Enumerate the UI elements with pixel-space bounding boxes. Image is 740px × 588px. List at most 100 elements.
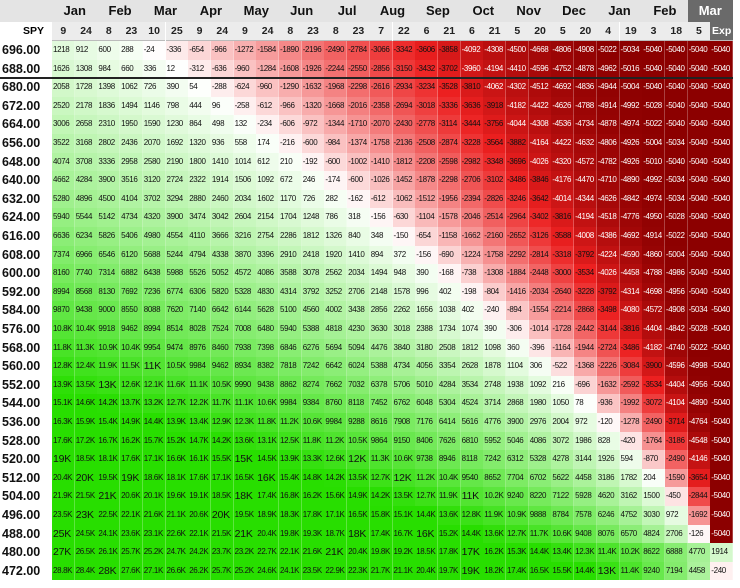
pnl-cell: -600 (347, 171, 371, 190)
pnl-cell: 6276 (301, 338, 325, 358)
pnl-cell: 9240 (506, 487, 530, 506)
day-header: 9 (233, 22, 257, 41)
pnl-cell: 2508 (437, 338, 461, 358)
pnl-cell: 11.7K (210, 394, 234, 413)
day-header: 24 (256, 22, 279, 41)
pnl-cell: 15.3K (506, 543, 530, 562)
pnl-cell: 15.1K (392, 506, 416, 525)
pnl-cell: 5280 (52, 189, 76, 209)
pnl-cell: 17.1K (324, 506, 348, 525)
pnl-cell: -1344 (324, 115, 348, 134)
pnl-cell: 13.7K (120, 394, 144, 413)
pnl-cell: -3444 (460, 115, 484, 134)
pnl-cell: 9984 (279, 394, 303, 413)
pnl-cell: -5040 (710, 413, 734, 432)
pnl-cell: -5040 (710, 506, 734, 525)
day-header: 22 (392, 22, 416, 41)
pnl-cell: 19K (52, 450, 76, 469)
pnl-cell: -696 (574, 375, 598, 395)
pnl-cell: 14.2K (97, 394, 121, 413)
pnl-cell: 18.1K (165, 468, 189, 488)
strike-label: 528.00 (2, 433, 41, 448)
pnl-cell: 4086 (528, 431, 552, 451)
pnl-cell: -5022 (687, 338, 711, 358)
pnl-cell: 16.7K (97, 431, 121, 451)
pnl-cell: 1506 (233, 171, 257, 190)
pnl-cell: 216 (551, 375, 575, 395)
pnl-cell: -4404 (664, 375, 688, 395)
day-header: 5 (506, 22, 529, 41)
pnl-cell: 5094 (347, 338, 371, 358)
pnl-cell: -2784 (347, 41, 371, 60)
pnl-cell: 3438 (347, 301, 371, 320)
pnl-cell: -2244 (324, 59, 348, 79)
pnl-cell: 3072 (551, 431, 575, 451)
pnl-cell: 8274 (301, 375, 325, 395)
pnl-cell: -5040 (664, 59, 688, 79)
pnl-cell: -4878 (596, 115, 620, 134)
pnl-cell: 8652 (483, 468, 507, 488)
pnl-cell: -2778 (415, 115, 439, 134)
pnl-cell: -4194 (483, 59, 507, 79)
pnl-cell: 1410 (347, 245, 371, 265)
pnl-cell: 19.7K (437, 561, 461, 581)
pnl-cell: -3882 (506, 134, 530, 153)
pnl-cell: 10.4K (437, 468, 461, 488)
pnl-cell: 9990 (233, 375, 257, 395)
pnl-cell: 7662 (324, 375, 348, 395)
pnl-cell: 4734 (392, 357, 416, 376)
month-header: Mar (687, 0, 733, 22)
pnl-cell: 7194 (664, 561, 688, 581)
pnl-cell: 22.6K (165, 524, 189, 544)
pnl-cell: -4836 (574, 78, 598, 97)
pnl-cell: 1812 (460, 338, 484, 358)
pnl-cell: 19.5K (233, 506, 257, 525)
pnl-cell: 4458 (574, 468, 598, 488)
pnl-cell: -4104 (664, 394, 688, 413)
pnl-cell: 22.1K (279, 543, 303, 562)
pnl-cell: 9870 (52, 301, 76, 320)
pnl-cell: 23.5K (301, 561, 325, 581)
pnl-cell: 8934 (233, 357, 257, 376)
pnl-cell: 7122 (551, 487, 575, 506)
pnl-cell: -1308 (483, 264, 507, 283)
pnl-cell: 3216 (233, 227, 257, 246)
pnl-cell: -1158 (437, 227, 461, 246)
pnl-cell: 4500 (97, 189, 121, 209)
pnl-cell: 1218 (52, 41, 76, 60)
pnl-cell: -3534 (574, 264, 598, 283)
pnl-cell: 7626 (437, 431, 461, 451)
pnl-cell: 1938 (506, 375, 530, 395)
month-header: Feb (97, 0, 143, 22)
pnl-cell: 11.3K (369, 450, 393, 469)
pnl-cell: 1692 (165, 134, 189, 153)
pnl-cell: 14.2K (369, 487, 393, 506)
pnl-cell: -5040 (710, 171, 734, 190)
pnl-cell: -5040 (710, 227, 734, 246)
pnl-cell: 16.3K (52, 413, 76, 432)
pnl-cell: 7242 (301, 357, 325, 376)
pnl-cell: -4596 (664, 357, 688, 376)
pnl-cell: 558 (233, 134, 257, 153)
pnl-cell: 318 (347, 208, 371, 227)
pnl-cell: 348 (369, 227, 393, 246)
pnl-cell: 21K (233, 524, 257, 544)
pnl-cell: 996 (415, 282, 439, 302)
pnl-cell: 2436 (120, 134, 144, 153)
day-header: 24 (74, 22, 98, 41)
pnl-cell: -2652 (506, 227, 530, 246)
pnl-cell: 14.9K (347, 487, 371, 506)
pnl-cell: 18K (347, 524, 371, 544)
month-header: Oct (460, 0, 506, 22)
pnl-cell: -2196 (301, 41, 325, 60)
pnl-cell: 24.1K (97, 524, 121, 544)
pnl-cell: -216 (279, 134, 303, 153)
pnl-cell: 18.5K (415, 543, 439, 562)
pnl-cell: -3528 (437, 78, 461, 97)
pnl-cell: 18.7K (324, 524, 348, 544)
pnl-cell: -5004 (642, 134, 666, 153)
pnl-cell: 7032 (347, 375, 371, 395)
pnl-cell: -4080 (619, 301, 643, 320)
pnl-cell: 6546 (97, 245, 121, 265)
pnl-cell: 17K (460, 543, 484, 562)
